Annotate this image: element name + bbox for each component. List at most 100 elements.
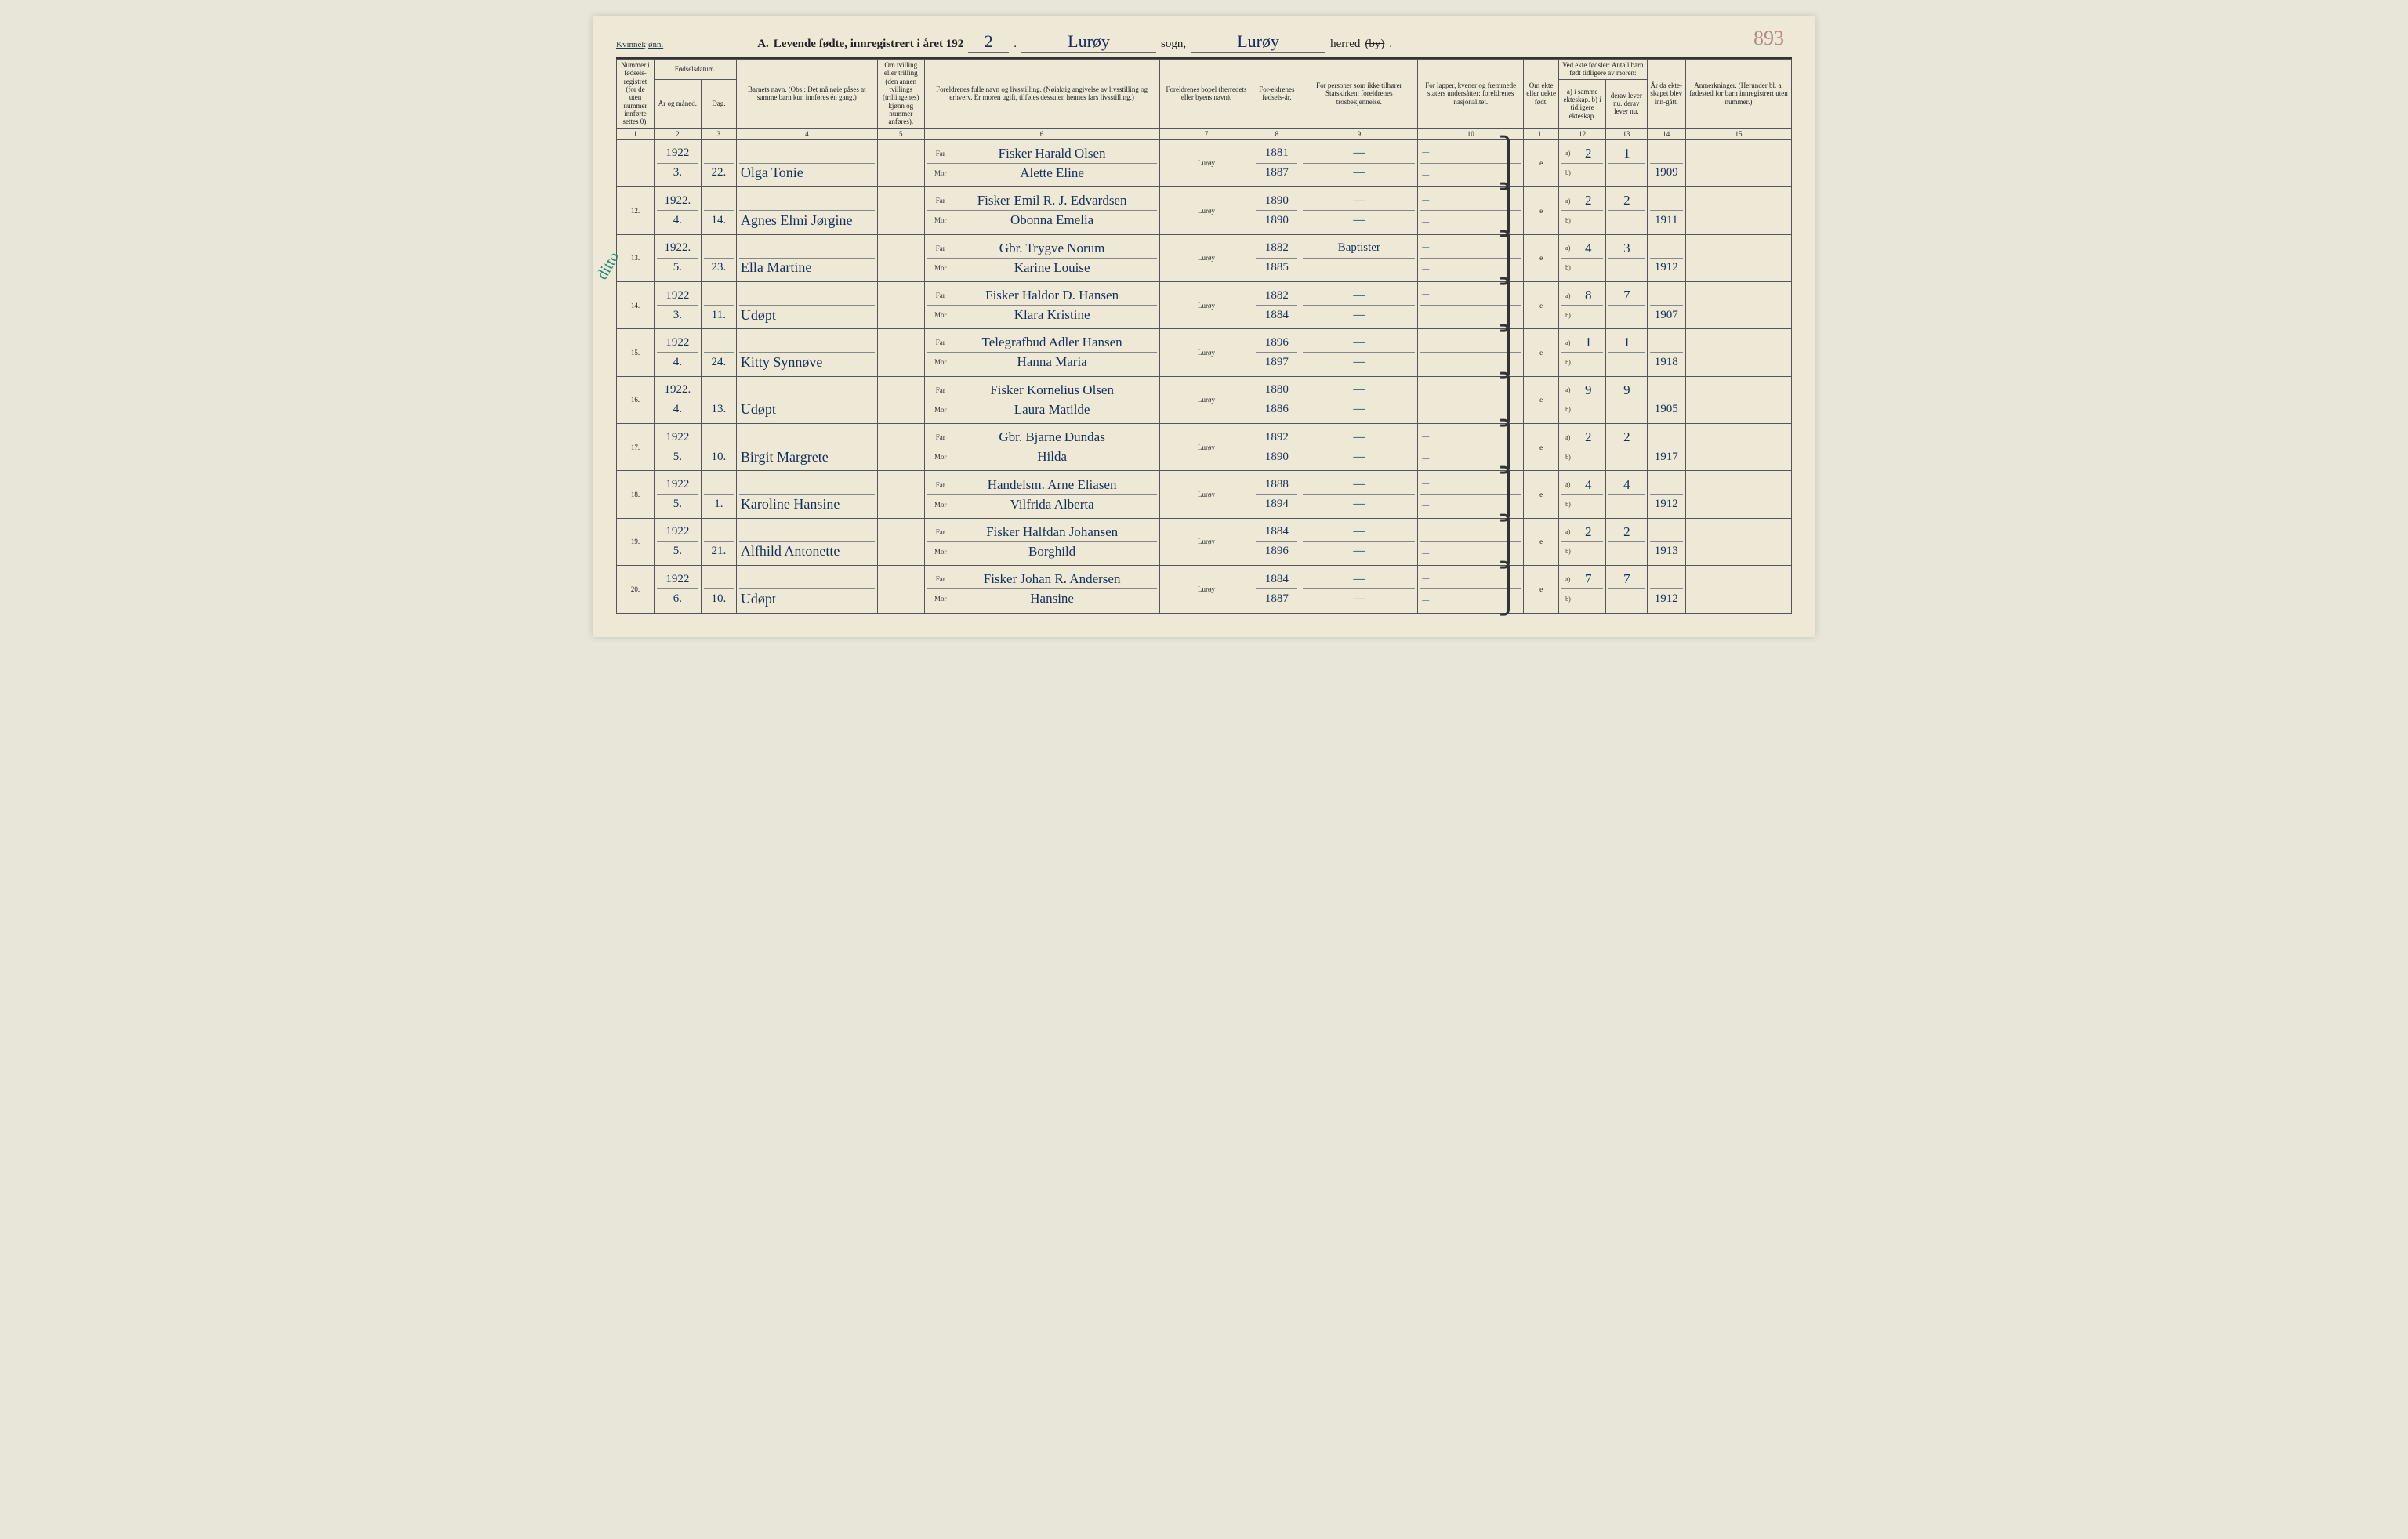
table-row: 13. 1922. 5. 23. Ella Martine FarGbr. Tr… (617, 234, 1792, 281)
mor-label: Mor (930, 501, 951, 509)
twin-info (877, 187, 924, 234)
count-living: 3 (1606, 234, 1647, 281)
confession: —— (1300, 424, 1418, 471)
day: 14. (701, 187, 736, 234)
by-crossed: (by) (1365, 38, 1384, 51)
legitimate: e (1524, 139, 1559, 186)
birth-years: 18811887 (1253, 139, 1300, 186)
twin-info (877, 281, 924, 328)
col-7-header: Foreldrenes bopel (herredets eller byens… (1159, 60, 1253, 129)
parents: FarGbr. Trygve Norum MorKarine Louise (924, 234, 1159, 281)
legitimate: e (1524, 566, 1559, 613)
count-same-marriage: a)7 b) (1559, 566, 1606, 613)
nationality: —⎫ —⎭ (1418, 139, 1524, 186)
confession: Baptister (1300, 234, 1418, 281)
father-name: Handelsm. Arne Eliasen (951, 477, 1154, 493)
remarks (1686, 329, 1792, 376)
title-main: Levende fødte, innregistrert i året 192 (774, 38, 963, 51)
father-name: Fisker Harald Olsen (951, 146, 1154, 161)
child-name: Karoline Hansine (736, 471, 877, 518)
col-8-header: For-eldrenes fødsels-år. (1253, 60, 1300, 129)
legitimate: e (1524, 471, 1559, 518)
parents: FarFisker Haldor D. Hansen MorKlara Kris… (924, 281, 1159, 328)
remarks (1686, 281, 1792, 328)
marriage-year: 1912 (1647, 566, 1685, 613)
colnum: 15 (1686, 128, 1792, 139)
residence: Lurøy (1159, 471, 1253, 518)
twin-info (877, 518, 924, 565)
parents: FarFisker Halfdan Johansen MorBorghild (924, 518, 1159, 565)
far-label: Far (930, 244, 951, 252)
col-12-13-group: Ved ekte fødsler: Antall barn født tidli… (1559, 60, 1647, 80)
residence: Lurøy (1159, 234, 1253, 281)
legitimate: e (1524, 329, 1559, 376)
residence: Lurøy (1159, 424, 1253, 471)
herred-label: herred (1330, 38, 1360, 51)
mor-label: Mor (930, 169, 951, 177)
table-row: 11. 1922 3. 22. Olga Tonie FarFisker Har… (617, 139, 1792, 186)
mother-name: Hansine (951, 591, 1154, 607)
entry-number: 19. (617, 518, 655, 565)
table-row: 16. 1922. 4. 13. Udøpt FarFisker Korneli… (617, 376, 1792, 423)
register-table: Nummer i fødsels-registret (for de uten … (616, 59, 1792, 614)
far-label: Far (930, 575, 951, 583)
entry-number: 16. (617, 376, 655, 423)
entry-number: 17. (617, 424, 655, 471)
remarks (1686, 376, 1792, 423)
mother-name: Klara Kristine (951, 307, 1154, 323)
parents: FarFisker Johan R. Andersen MorHansine (924, 566, 1159, 613)
col-1-header: Nummer i fødsels-registret (for de uten … (617, 60, 655, 129)
nationality: —⎫ —⎭ (1418, 376, 1524, 423)
entry-number: 15. (617, 329, 655, 376)
title: A. Levende fødte, innregistrert i året 1… (757, 31, 1792, 53)
mor-label: Mor (930, 216, 951, 224)
twin-info (877, 139, 924, 186)
confession: —— (1300, 281, 1418, 328)
col-12-header: a) i samme ekteskap. b) i tidligere ekte… (1559, 79, 1606, 128)
parents: FarTelegrafbud Adler Hansen MorHanna Mar… (924, 329, 1159, 376)
confession: —— (1300, 566, 1418, 613)
remarks (1686, 139, 1792, 186)
birth-years: 18841896 (1253, 518, 1300, 565)
day: 10. (701, 566, 736, 613)
col-10-header: For lapper, kvener og fremmede staters u… (1418, 60, 1524, 129)
mor-label: Mor (930, 358, 951, 366)
col-2-3-group: Fødselsdatum. (654, 60, 736, 80)
table-body: 11. 1922 3. 22. Olga Tonie FarFisker Har… (617, 139, 1792, 613)
colnum: 4 (736, 128, 877, 139)
col-9-header: For personer som ikke tilhører Statskirk… (1300, 60, 1418, 129)
colnum: 7 (1159, 128, 1253, 139)
residence: Lurøy (1159, 187, 1253, 234)
residence: Lurøy (1159, 566, 1253, 613)
parents: FarGbr. Bjarne Dundas MorHilda (924, 424, 1159, 471)
marriage-year: 1907 (1647, 281, 1685, 328)
confession: —— (1300, 376, 1418, 423)
table-row: 14. 1922 3. 11. Udøpt FarFisker Haldor D… (617, 281, 1792, 328)
legitimate: e (1524, 187, 1559, 234)
legitimate: e (1524, 376, 1559, 423)
child-name: Udøpt (736, 376, 877, 423)
count-living: 2 (1606, 424, 1647, 471)
col-15-header: Anmerkninger. (Herunder bl. a. fødested … (1686, 60, 1792, 129)
twin-info (877, 424, 924, 471)
day: 11. (701, 281, 736, 328)
colnum: 9 (1300, 128, 1418, 139)
nationality: —⎫ —⎭ (1418, 424, 1524, 471)
remarks (1686, 518, 1792, 565)
colnum: 13 (1606, 128, 1647, 139)
mother-name: Alette Eline (951, 165, 1154, 181)
far-label: Far (930, 292, 951, 299)
father-name: Gbr. Bjarne Dundas (951, 429, 1154, 445)
day: 22. (701, 139, 736, 186)
birth-years: 18921890 (1253, 424, 1300, 471)
mor-label: Mor (930, 264, 951, 272)
child-name: Alfhild Antonette (736, 518, 877, 565)
residence: Lurøy (1159, 376, 1253, 423)
far-label: Far (930, 433, 951, 441)
child-name: Udøpt (736, 566, 877, 613)
child-name: Olga Tonie (736, 139, 877, 186)
count-same-marriage: a)8 b) (1559, 281, 1606, 328)
table-row: 12. 1922. 4. 14. Agnes Elmi Jørgine FarF… (617, 187, 1792, 234)
remarks (1686, 424, 1792, 471)
count-same-marriage: a)4 b) (1559, 234, 1606, 281)
